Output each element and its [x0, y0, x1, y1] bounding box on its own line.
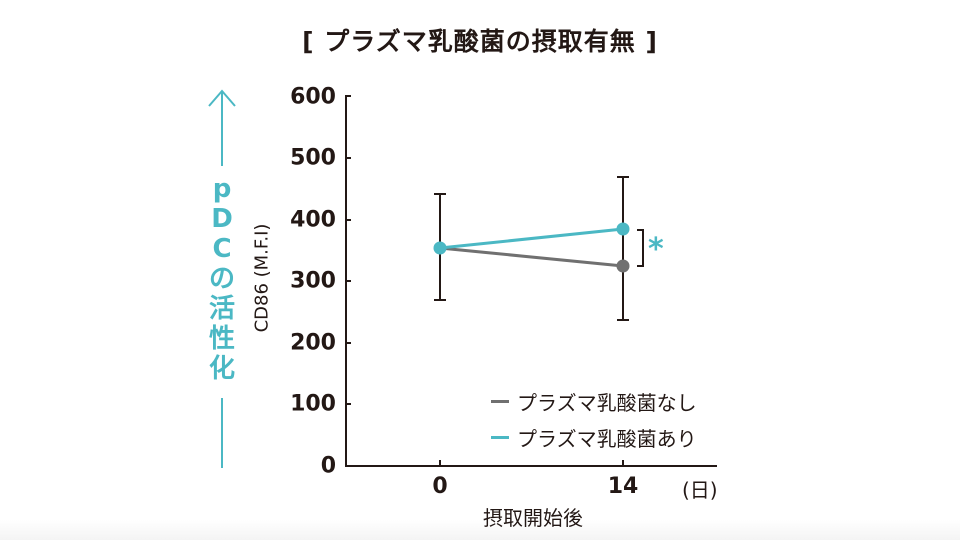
x-tick-label: 0 [432, 474, 448, 499]
legend-item-without: プラズマ乳酸菌なし [491, 383, 697, 419]
chart-title: [ プラズマ乳酸菌の摂取有無 ] [302, 27, 658, 56]
y-tick-label: 300 [290, 268, 336, 294]
x-axis-label: 摂取開始後 [483, 506, 583, 530]
legend-swatch-gray [491, 399, 509, 403]
label-char: の [208, 264, 235, 294]
y-tick-label: 500 [290, 145, 336, 171]
y-tick-label: 400 [290, 207, 336, 233]
pdc-activation-label: p D C の 活 性 化 [197, 174, 247, 384]
y-tick-label: 100 [290, 391, 336, 417]
legend: プラズマ乳酸菌なし プラズマ乳酸菌あり [491, 383, 697, 455]
legend-label: プラズマ乳酸菌あり [517, 426, 697, 451]
label-char: 活 [208, 294, 235, 324]
series-line-without [439, 246, 624, 268]
bottom-band [0, 520, 960, 540]
x-unit-label: (日) [682, 478, 718, 502]
error-bars [434, 176, 629, 321]
y-tick-label: 600 [290, 84, 336, 110]
x-tick-label: 14 [607, 474, 639, 499]
legend-item-with: プラズマ乳酸菌あり [491, 419, 697, 455]
point-day0 [433, 241, 447, 255]
label-char: 性 [208, 324, 235, 354]
up-arrow-icon [208, 89, 236, 468]
pdc-activation-annotation: p D C の 活 性 化 [197, 88, 247, 470]
label-char: 化 [208, 354, 235, 384]
label-char: C [212, 234, 232, 264]
y-tick-label: 0 [320, 453, 336, 479]
label-char: D [211, 204, 233, 234]
label-char: p [212, 174, 232, 204]
significance-bracket [637, 229, 644, 267]
series-line-with [439, 227, 624, 250]
significance-asterisk: * [648, 232, 664, 267]
legend-label: プラズマ乳酸菌なし [517, 390, 697, 415]
axes [345, 95, 717, 467]
point-without-day14 [616, 259, 630, 273]
y-tick-label: 200 [290, 330, 336, 356]
point-with-day14 [616, 222, 630, 236]
legend-swatch-teal [491, 435, 509, 439]
